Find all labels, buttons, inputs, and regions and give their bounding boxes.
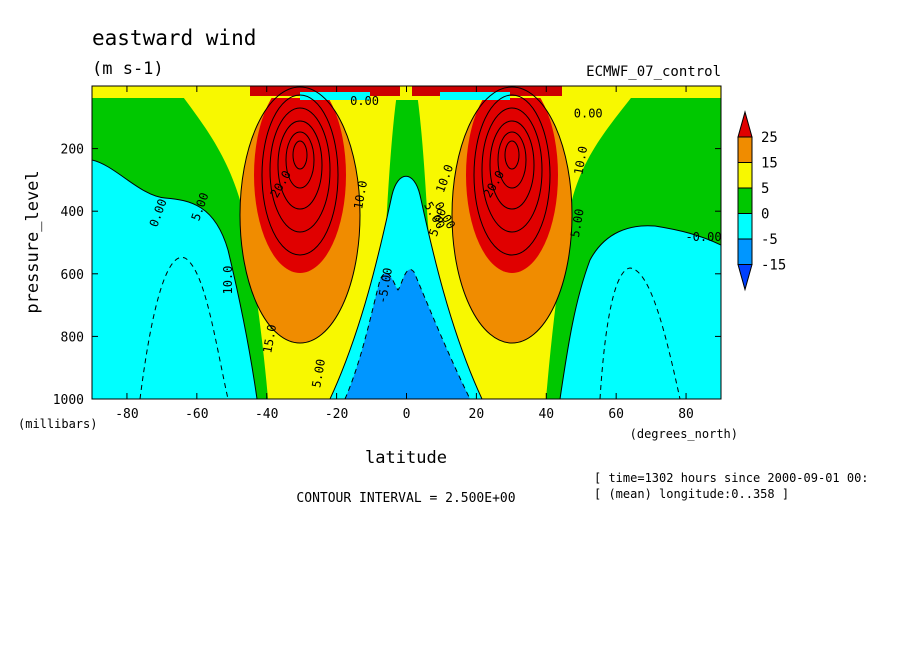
contour-label: 5.00: [568, 208, 587, 239]
top-cyan-north: [440, 92, 510, 100]
chart-title: eastward wind: [92, 26, 256, 50]
contour-label: 0.00: [350, 94, 379, 108]
y-tick-label: 800: [61, 330, 84, 345]
region-blue-center: [345, 269, 470, 399]
x-tick-label: 40: [538, 407, 554, 422]
contour-label: 10.0: [571, 145, 590, 176]
x-unit-label: (degrees_north): [630, 427, 738, 441]
y-tick-label: 200: [61, 143, 84, 158]
colorbar-label: 25: [761, 130, 778, 146]
jet-core-north: [466, 86, 558, 273]
contour-interval-label: CONTOUR INTERVAL = 2.500E+00: [296, 491, 515, 506]
x-tick-label: -40: [255, 407, 278, 422]
x-tick-label: -60: [185, 407, 208, 422]
colorbar-label: -5: [761, 232, 778, 248]
contour-label: 0.00: [574, 106, 603, 120]
colorbar-label: 15: [761, 156, 778, 172]
colorbar-segment: [737, 213, 753, 240]
top-band-north: [412, 86, 562, 96]
x-tick-label: -20: [325, 407, 348, 422]
jet-core-south: [254, 86, 346, 273]
y-tick-label: 1000: [53, 393, 84, 408]
colorbar-segment: [737, 136, 753, 163]
contour-lines: [92, 86, 721, 399]
top-cyan-south: [300, 92, 370, 100]
plot-area: [92, 86, 721, 399]
top-band-south: [250, 86, 400, 96]
x-axis: -80 -60 -40 -20 0 20 40 60 80: [115, 86, 694, 422]
colorbar-label: -15: [761, 258, 786, 274]
x-tick-label: 0: [403, 407, 411, 422]
colorbar-bottom-arrow: [737, 264, 753, 292]
y-axis-title: pressure_level: [23, 170, 43, 313]
colorbar-segment: [737, 238, 753, 265]
units-label: (m s-1): [92, 59, 164, 79]
y-tick-label: 600: [61, 268, 84, 283]
y-unit-label: (millibars): [18, 417, 97, 431]
y-axis: 200 400 600 800 1000: [53, 143, 721, 408]
colorbar-label: 0: [761, 207, 769, 223]
x-axis-title: latitude: [365, 448, 447, 468]
colorbar-segment: [737, 187, 753, 214]
colorbar-label: 5: [761, 181, 769, 197]
colorbar-top-arrow: [737, 110, 753, 138]
y-tick-label: 400: [61, 205, 84, 220]
contour-label: 10.0: [221, 266, 235, 295]
x-tick-label: -80: [115, 407, 138, 422]
colorbar-segment: [737, 162, 753, 189]
longitude-info: [ (mean) longitude:0..358 ]: [594, 487, 789, 501]
x-tick-label: 80: [678, 407, 694, 422]
contour-label: 10.0: [351, 179, 370, 210]
time-info: [ time=1302 hours since 2000-09-01 00:: [594, 471, 869, 485]
x-tick-label: 60: [608, 407, 624, 422]
x-tick-label: 20: [469, 407, 485, 422]
contour-label: -5.00: [375, 267, 395, 305]
dataset-label: ECMWF_07_control: [586, 64, 721, 80]
contour-label: -0.00: [685, 230, 721, 244]
negative-contour-lines: [139, 256, 681, 399]
contour-label: 15.0: [260, 323, 279, 354]
colorbar: 25 15 5 0 -5 -15: [737, 110, 786, 292]
contour-label: 5.00: [309, 358, 328, 389]
